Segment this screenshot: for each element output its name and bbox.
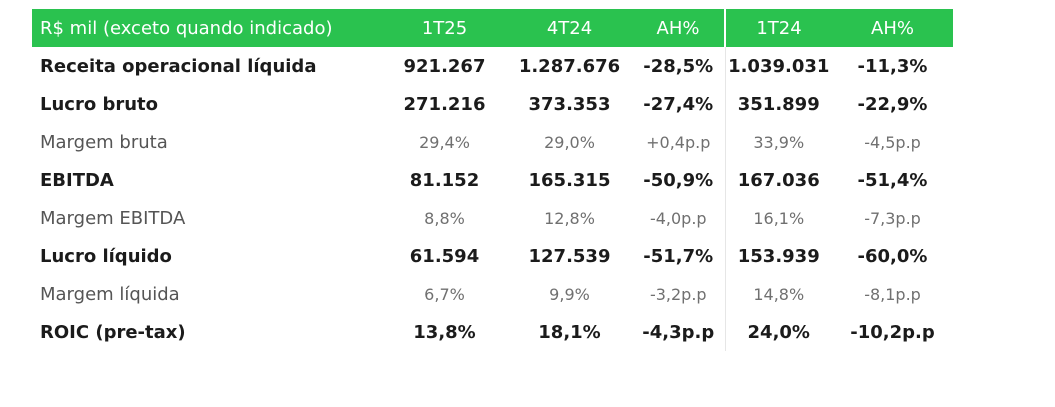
cell-1t25: 81.152 [409,169,480,191]
cell-1t25: 8,8% [424,208,465,228]
header-row: R$ mil (exceto quando indicado) 1T25 4T2… [32,9,953,47]
cell-1t25: 6,7% [424,284,465,304]
cell-1t24: 1.039.031 [724,47,832,85]
header-col-4t24: 4T24 [507,9,632,47]
table-row-margem-bruta: Margem bruta 29,4% 29,0% +0,4p.p 33,9% -… [32,123,953,161]
cell-ah-vs-4t24: -27,4% [643,93,714,115]
cell-1t24: 153.939 [724,237,832,275]
cell-1t25: 61.594 [409,245,480,267]
table-row-receita-operacional-liquida: Receita operacional líquida 921.267 1.28… [32,47,953,85]
cell-1t25: 29,4% [419,132,470,152]
cell-1t24: 33,9% [724,123,832,161]
cell-4t24: 9,9% [549,284,590,304]
table-header: R$ mil (exceto quando indicado) 1T25 4T2… [32,9,953,47]
cell-1t25: 13,8% [413,321,476,343]
cell-4t24: 373.353 [528,93,611,115]
header-col-1t24: 1T24 [724,9,832,47]
cell-4t24: 127.539 [528,245,611,267]
cell-ah-vs-4t24: +0,4p.p [646,132,711,152]
table-row-margem-liquida: Margem líquida 6,7% 9,9% -3,2p.p 14,8% -… [32,275,953,313]
table-row-roic-pre-tax: ROIC (pre-tax) 13,8% 18,1% -4,3p.p 24,0%… [32,313,953,351]
row-label: Margem bruta [40,131,168,153]
cell-ah-vs-4t24: -50,9% [643,169,714,191]
cell-ah-vs-4t24: -3,2p.p [649,284,707,304]
cell-1t24: 24,0% [724,313,832,351]
cell-4t24: 12,8% [544,208,595,228]
header-col-ah-vs-1t24: AH% [832,9,953,47]
row-label: Margem líquida [40,283,180,305]
cell-1t24: 351.899 [724,85,832,123]
table-row-lucro-bruto: Lucro bruto 271.216 373.353 -27,4% 351.8… [32,85,953,123]
cell-4t24: 18,1% [538,321,601,343]
cell-ah-vs-1t24: -11,3% [857,55,928,77]
cell-ah-vs-1t24: -51,4% [857,169,928,191]
cell-1t24: 14,8% [724,275,832,313]
cell-1t24: 16,1% [724,199,832,237]
row-label: EBITDA [40,169,114,191]
row-label: Lucro bruto [40,93,159,115]
cell-ah-vs-4t24: -4,3p.p [642,321,715,343]
cell-1t25: 271.216 [403,93,486,115]
cell-ah-vs-4t24: -28,5% [643,55,714,77]
cell-4t24: 1.287.676 [518,55,621,77]
cell-4t24: 29,0% [544,132,595,152]
row-label: Receita operacional líquida [40,55,317,77]
row-label: Lucro líquido [40,245,172,267]
cell-ah-vs-1t24: -60,0% [857,245,928,267]
header-label: R$ mil (exceto quando indicado) [32,9,382,47]
cell-ah-vs-4t24: -4,0p.p [649,208,707,228]
table-body: Receita operacional líquida 921.267 1.28… [32,47,953,351]
cell-ah-vs-1t24: -7,3p.p [864,208,921,228]
financial-summary-table: R$ mil (exceto quando indicado) 1T25 4T2… [32,9,953,351]
row-label: ROIC (pre-tax) [40,321,186,343]
header-col-1t25: 1T25 [382,9,507,47]
cell-ah-vs-1t24: -22,9% [857,93,928,115]
table-row-ebitda: EBITDA 81.152 165.315 -50,9% 167.036 -51… [32,161,953,199]
table-row-lucro-liquido: Lucro líquido 61.594 127.539 -51,7% 153.… [32,237,953,275]
cell-1t24: 167.036 [724,161,832,199]
header-col-ah-vs-4t24: AH% [632,9,725,47]
cell-ah-vs-1t24: -8,1p.p [864,284,921,304]
cell-4t24: 165.315 [528,169,611,191]
cell-ah-vs-1t24: -10,2p.p [850,321,935,343]
cell-1t25: 921.267 [403,55,486,77]
row-label: Margem EBITDA [40,207,186,229]
table-row-margem-ebitda: Margem EBITDA 8,8% 12,8% -4,0p.p 16,1% -… [32,199,953,237]
cell-ah-vs-4t24: -51,7% [643,245,714,267]
cell-ah-vs-1t24: -4,5p.p [864,132,921,152]
